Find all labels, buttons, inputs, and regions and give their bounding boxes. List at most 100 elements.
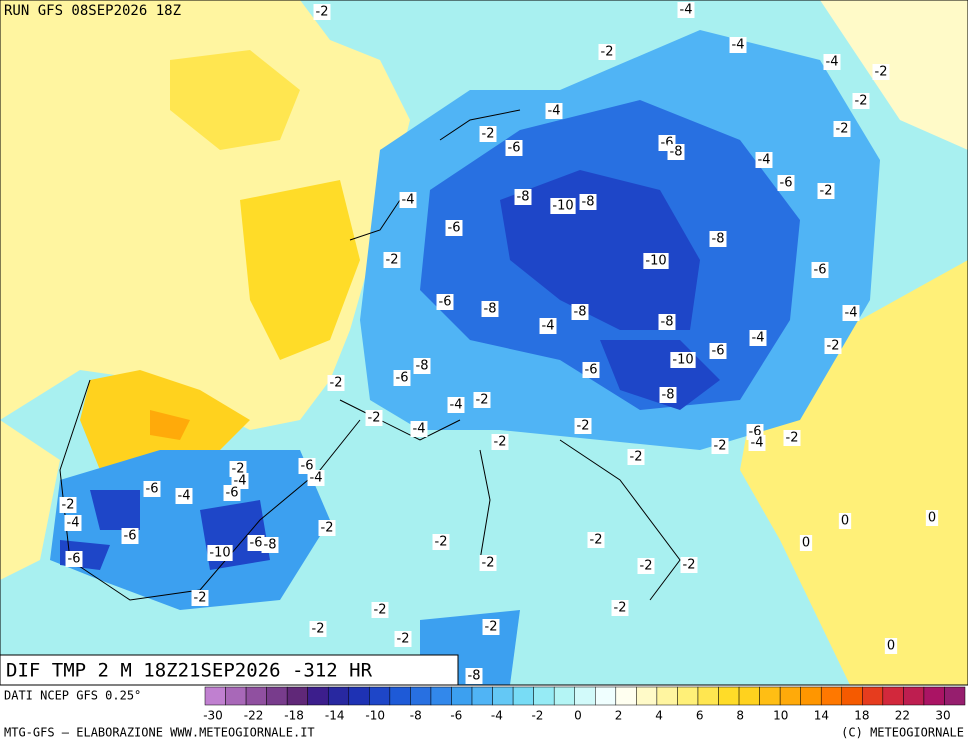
contour-label-bg [823, 54, 841, 70]
colorbar-label: 6 [696, 709, 704, 723]
contour-label-bg [318, 520, 336, 536]
contour-label: -6 [124, 529, 137, 544]
contour-label-bg [383, 252, 401, 268]
contour-label: -2 [482, 127, 495, 142]
colorbar-swatch [944, 686, 966, 706]
contour-label-bg [247, 535, 265, 551]
contour-label-bg [447, 397, 465, 413]
contour-label-bg [491, 434, 509, 450]
contour-label: -4 [402, 193, 415, 208]
colorbar: -30 -22 -18 -14 -10 -8 -6 -4 -2 0 2 4 6 8 10 14 18 22 30 [203, 686, 966, 723]
colorbar-swatch [697, 686, 719, 706]
contour-label-bg [473, 392, 491, 408]
contour-label: -6 [396, 371, 409, 386]
contour-label-bg [824, 338, 842, 354]
contour-label: -10 [672, 353, 693, 368]
contour-label: -8 [574, 305, 587, 320]
contour-label: -8 [416, 359, 429, 374]
contour-label: -2 [330, 376, 343, 391]
colorbar-swatch [286, 686, 308, 706]
contour-label-bg [670, 352, 696, 368]
colorbar-swatch [779, 686, 801, 706]
contour-label-bg [582, 362, 600, 378]
contour-label: -2 [435, 535, 448, 550]
contour-label-bg [571, 304, 589, 320]
contour-label-bg [659, 387, 677, 403]
contour-label: -4 [758, 153, 771, 168]
contour-label-bg [479, 126, 497, 142]
contour-label: -4 [178, 489, 191, 504]
colorbar-swatch [800, 686, 822, 706]
contour-label-bg [579, 194, 597, 210]
contour-label-bg [436, 294, 454, 310]
contour-label: -2 [368, 411, 381, 426]
colorbar-label: 30 [935, 709, 950, 723]
colorbar-swatch [677, 686, 699, 706]
contour-label: -2 [494, 435, 507, 450]
contour-label-bg [65, 551, 83, 567]
contour-label: -4 [826, 55, 839, 70]
contour-label-bg [550, 198, 576, 214]
contour-label: -8 [468, 669, 481, 684]
colorbar-swatch [430, 686, 452, 706]
contour-label-bg [817, 183, 835, 199]
contour-label: -10 [645, 254, 666, 269]
contour-label-bg [479, 555, 497, 571]
contour-label: -8 [484, 302, 497, 317]
contour-label-bg [884, 638, 898, 654]
colorbar-swatch [841, 686, 863, 706]
colorbar-label: -8 [410, 709, 422, 723]
contour-label: -2 [397, 632, 410, 647]
contour-label-bg [811, 262, 829, 278]
contour-label: -4 [680, 3, 693, 18]
colorbar-swatch [492, 686, 514, 706]
contour-label-bg [711, 438, 729, 454]
contour-label: -2 [836, 122, 849, 137]
contour-label-bg [852, 93, 870, 109]
contour-label: -2 [374, 603, 387, 618]
colorbar-swatch [307, 686, 329, 706]
colorbar-swatch [574, 686, 596, 706]
contour-label: -10 [209, 546, 230, 561]
contour-label-bg [729, 37, 747, 53]
contour-label-bg [749, 330, 767, 346]
contour-label-bg [207, 545, 233, 561]
colorbar-swatch [615, 686, 637, 706]
contour-label: -8 [661, 315, 674, 330]
contour-label: -4 [234, 474, 247, 489]
contour-label-bg [925, 510, 939, 526]
contour-label: -6 [68, 552, 81, 567]
contour-label-bg [872, 64, 890, 80]
colorbar-swatch [923, 686, 945, 706]
contour-label-bg [783, 430, 801, 446]
colorbar-swatch [820, 686, 843, 706]
colorbar-swatch [636, 686, 658, 706]
contour-label: -10 [552, 199, 573, 214]
contour-label: -6 [439, 295, 452, 310]
colorbar-label: -30 [203, 709, 223, 723]
contour-label: -8 [517, 190, 530, 205]
contour-label-bg [413, 358, 431, 374]
contour-label-bg [677, 2, 695, 18]
contour-label-bg [399, 192, 417, 208]
colorbar-swatch [266, 686, 288, 706]
contour-label: -8 [582, 195, 595, 210]
contour-label-bg [833, 121, 851, 137]
contour-label: -6 [585, 363, 598, 378]
contour-label: -6 [301, 459, 314, 474]
colorbar-swatch [451, 686, 473, 706]
contour-label-bg [465, 668, 483, 684]
colorbar-swatch [903, 686, 925, 706]
contour-label: -2 [316, 5, 329, 20]
colorbar-swatch [245, 686, 267, 706]
contour-label-bg [394, 631, 412, 647]
contour-label: -2 [194, 591, 207, 606]
contour-label-bg [643, 253, 669, 269]
contour-label: -6 [448, 221, 461, 236]
contour-label-bg [611, 600, 629, 616]
colorbar-label: 0 [574, 709, 582, 723]
contour-label-bg [574, 418, 592, 434]
contour-label: -2 [312, 622, 325, 637]
contour-label-bg [481, 301, 499, 317]
colorbar-swatch [882, 686, 904, 706]
